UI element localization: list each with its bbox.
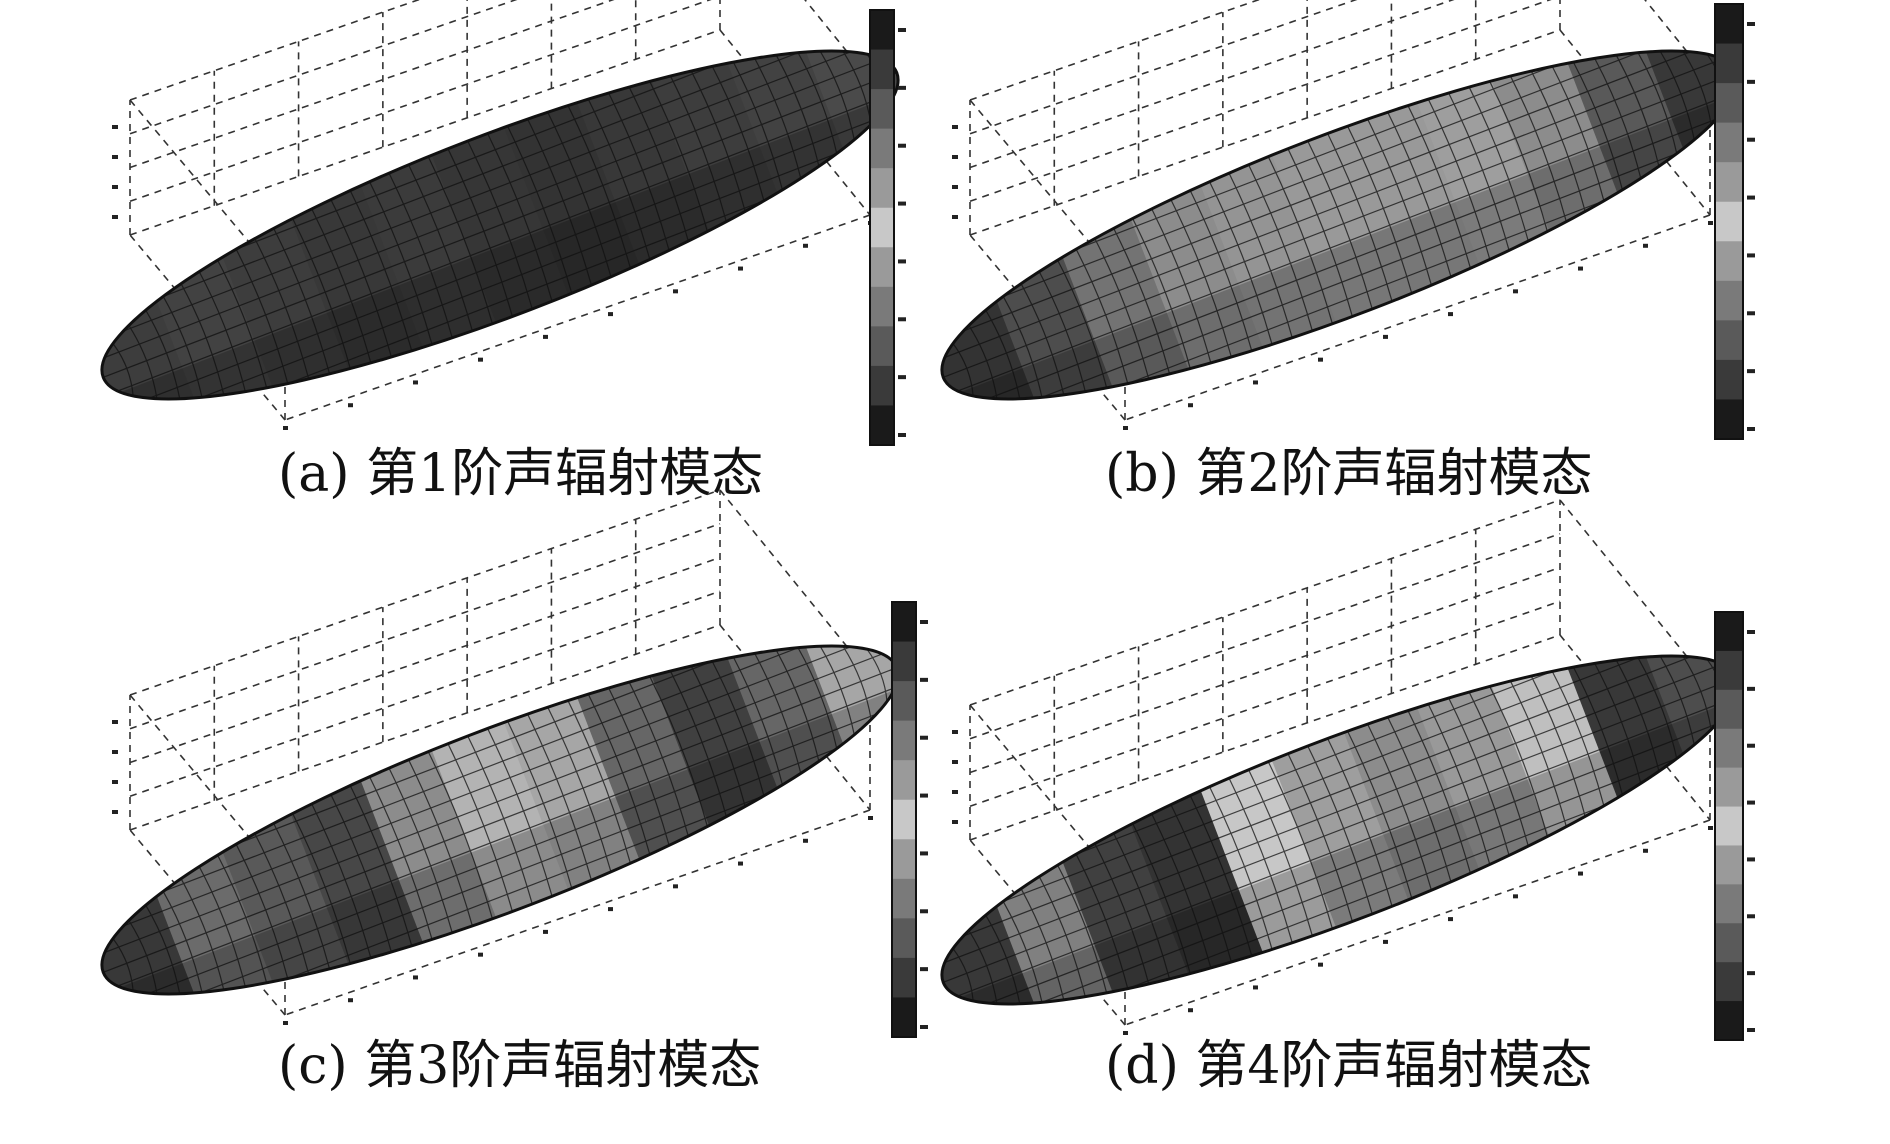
caption-b: (b) 第2阶声辐射模态 bbox=[1105, 444, 1593, 504]
axis-ticks bbox=[952, 730, 1713, 1035]
colorbar-tick bbox=[1747, 253, 1755, 258]
ellipsoid-surface bbox=[910, 593, 1770, 1067]
colorbar-tick bbox=[920, 909, 928, 914]
colorbar-tick bbox=[920, 1025, 928, 1029]
colorbar-tick bbox=[898, 317, 906, 322]
colorbar bbox=[1714, 3, 1755, 440]
colorbar-tick bbox=[898, 28, 906, 32]
axes-box bbox=[969, 0, 1711, 421]
colorbar-tick bbox=[1747, 630, 1755, 634]
axis-ticks bbox=[112, 720, 873, 1025]
colorbar bbox=[869, 9, 906, 446]
colorbar-tick bbox=[1747, 79, 1755, 84]
caption-d: (d) 第4阶声辐射模态 bbox=[1105, 1036, 1593, 1096]
colorbar-tick bbox=[920, 851, 928, 856]
colorbar-tick bbox=[1747, 914, 1755, 919]
panel-d bbox=[910, 499, 1770, 1067]
axes-box bbox=[129, 489, 871, 1016]
colorbar-tick bbox=[898, 259, 906, 264]
colorbar-tick bbox=[898, 201, 906, 206]
colorbar-tick bbox=[1747, 311, 1755, 316]
colorbar bbox=[1714, 611, 1755, 1041]
panel-c bbox=[70, 489, 930, 1057]
colorbar-tick bbox=[898, 433, 906, 437]
colorbar-tick bbox=[1747, 971, 1755, 976]
colorbar-tick bbox=[898, 375, 906, 380]
panel-b bbox=[910, 0, 1770, 462]
colorbar-tick bbox=[920, 735, 928, 740]
colorbar-tick bbox=[898, 143, 906, 148]
colorbar-tick bbox=[1747, 800, 1755, 805]
colorbar-tick bbox=[1747, 857, 1755, 862]
colorbar-tick bbox=[1747, 686, 1755, 691]
colorbar-tick bbox=[1747, 137, 1755, 142]
colorbar-tick bbox=[920, 793, 928, 798]
colorbar-tick bbox=[1747, 743, 1755, 748]
ellipsoid-surface bbox=[70, 583, 930, 1057]
colorbar-tick bbox=[1747, 369, 1755, 374]
caption-a: (a) 第1阶声辐射模态 bbox=[278, 444, 764, 504]
colorbar-tick bbox=[1747, 427, 1755, 431]
colorbar-tick bbox=[920, 677, 928, 682]
caption-c: (c) 第3阶声辐射模态 bbox=[278, 1036, 762, 1096]
colorbar-tick bbox=[920, 967, 928, 972]
axis-ticks bbox=[952, 125, 1713, 430]
panel-a bbox=[70, 0, 930, 462]
colorbar-tick bbox=[898, 85, 906, 90]
colorbar-tick bbox=[1747, 195, 1755, 200]
colorbar bbox=[891, 601, 928, 1038]
colorbar-tick bbox=[1747, 22, 1755, 26]
colorbar-tick bbox=[1747, 1028, 1755, 1032]
colorbar-tick bbox=[920, 620, 928, 624]
